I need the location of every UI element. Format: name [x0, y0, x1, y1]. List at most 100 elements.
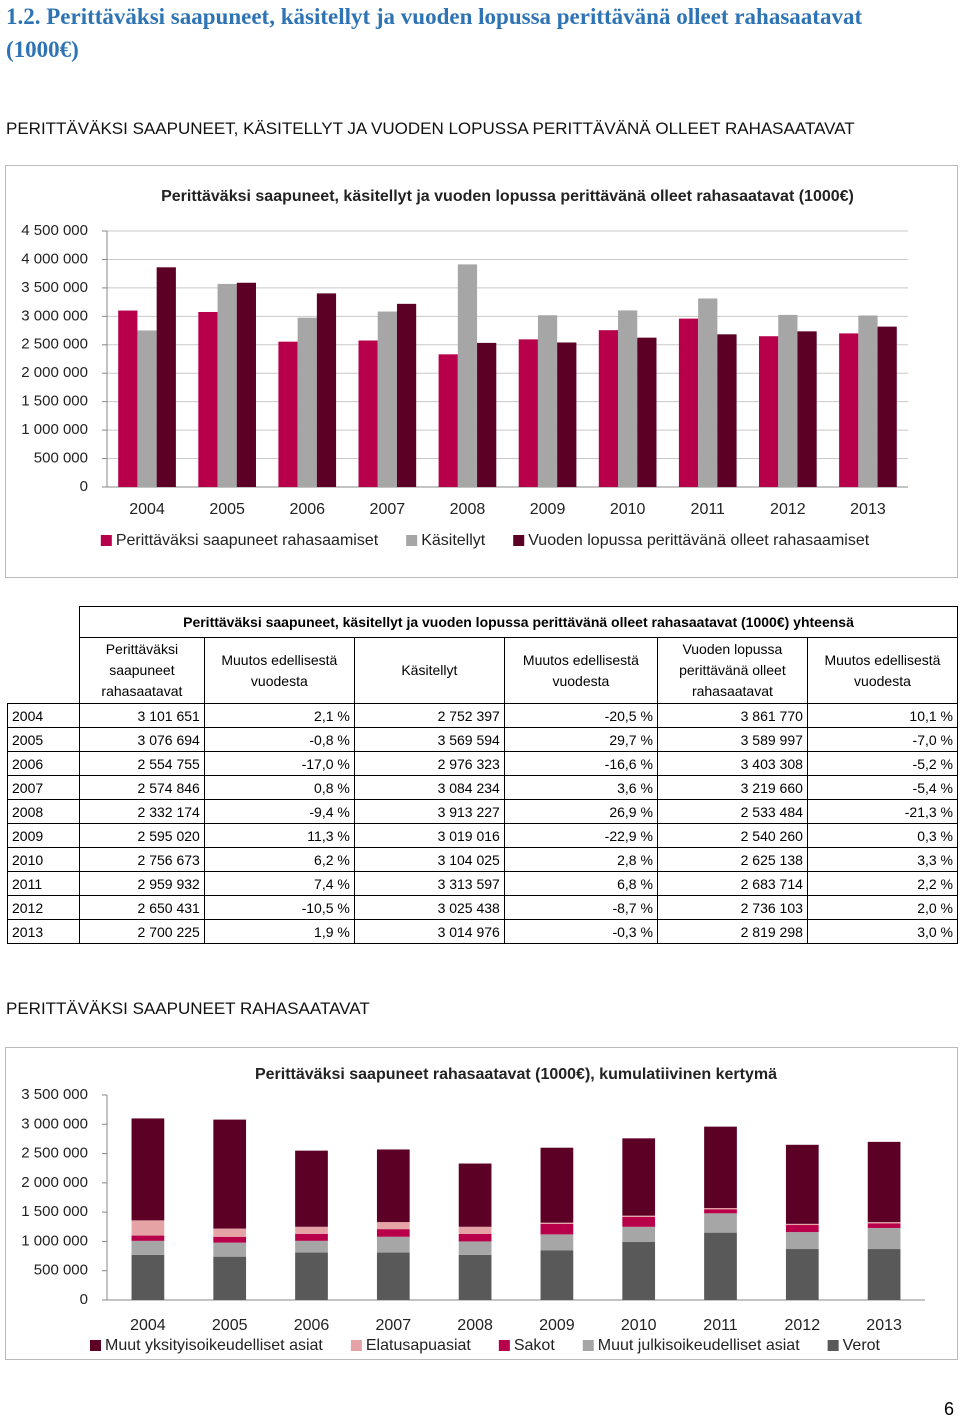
table-cell: 2010: [7, 847, 80, 872]
legend-label: Elatusapuasiat: [366, 1337, 472, 1354]
chart-frame: [5, 165, 958, 578]
bar-segment: [131, 1220, 165, 1236]
bar-segment: [785, 1232, 819, 1250]
bar-segment: [458, 1226, 492, 1234]
chart-frame: [5, 1047, 958, 1360]
table-cell: 2 752 397: [353, 703, 505, 728]
bar: [618, 310, 638, 487]
y-tick-label: 500 000: [34, 1262, 88, 1279]
table-cell: 3 104 025: [353, 847, 505, 872]
table-cell: 2 595 020: [78, 823, 205, 848]
table-row: 2013 2 700 225 1,9 % 3 014 976 -0,3 % 2 819 2…: [7, 919, 959, 944]
bar-segment: [540, 1223, 574, 1235]
table-cell: 2 625 138: [656, 847, 808, 872]
chart-title: Perittäväksi saapuneet, käsitellyt ja vu…: [161, 188, 854, 205]
table-row: 2008 2 332 174 -9,4 % 3 913 227 26,9 % 2 533 …: [7, 799, 959, 824]
table-cell: -20,5 %: [503, 703, 658, 728]
bar: [839, 333, 859, 487]
bar: [278, 341, 298, 487]
legend-swatch: [100, 535, 112, 546]
x-tick-label: 2012: [770, 501, 806, 518]
y-tick-label: 2 000 000: [21, 364, 88, 381]
table-cell: -10,5 %: [203, 895, 355, 920]
table-cell: 2 554 755: [78, 751, 205, 776]
x-tick-label: 2009: [530, 501, 566, 518]
table-cell: 3 589 997: [656, 727, 808, 752]
x-tick-label: 2011: [691, 501, 726, 518]
table-cell: 2007: [7, 775, 80, 800]
table-cell: -5,2 %: [806, 751, 959, 776]
table-cell: 2013: [7, 919, 80, 944]
table-row: 2010 2 756 673 6,2 % 3 104 025 2,8 % 2 625 13…: [7, 847, 959, 872]
bar-segment: [295, 1252, 328, 1300]
table-cell: 2 819 298: [656, 919, 808, 944]
table-cell: 0,3 %: [806, 823, 959, 848]
bar: [717, 334, 737, 487]
bar-segment: [785, 1225, 819, 1233]
legend-swatch: [90, 1340, 101, 1351]
y-tick-label: 500 000: [34, 450, 88, 467]
table-cell: -16,6 %: [503, 751, 658, 776]
table-cell: -0,8 %: [203, 727, 355, 752]
table-cell: -5,4 %: [806, 775, 959, 800]
y-tick-label: 2 500 000: [21, 1145, 88, 1162]
table-cell: 3 913 227: [353, 799, 505, 824]
x-tick-label: 2006: [294, 1317, 330, 1334]
legend-swatch: [350, 1340, 362, 1351]
bar: [557, 342, 577, 487]
bar-segment: [785, 1223, 819, 1226]
table-row: 2011 2 959 932 7,4 % 3 313 597 6,8 % 2 683 71…: [7, 871, 959, 896]
legend-label: Sakot: [514, 1337, 555, 1354]
table-cell: 2,8 %: [503, 847, 658, 872]
table-row: 2005 3 076 694 -0,8 % 3 569 594 29,7 % 3 589 …: [7, 727, 959, 752]
table-cell: 2,0 %: [806, 895, 959, 920]
bar: [477, 342, 497, 487]
table-cell: -8,7 %: [503, 895, 658, 920]
x-tick-label: 2012: [785, 1317, 821, 1334]
legend-label: Perittäväksi saapuneet rahasaamiset: [116, 532, 379, 549]
bar-segment: [540, 1222, 574, 1224]
table-cell: Perittäväksi saapuneet rahasaatavat: [78, 637, 205, 704]
table-cell: 3 313 597: [353, 871, 505, 896]
table-cell: 10,1 %: [806, 703, 959, 728]
x-tick-label: 2013: [850, 501, 886, 518]
table-cell: -21,3 %: [806, 799, 959, 824]
bar-segment: [131, 1118, 165, 1221]
bar: [598, 330, 619, 487]
bar: [377, 311, 397, 487]
table-cell: 2008: [7, 799, 80, 824]
table-row: Perittäväksi saapuneet, käsitellyt ja vu…: [8, 606, 959, 638]
bar: [156, 267, 176, 487]
x-tick-label: 2008: [450, 501, 486, 518]
bar: [137, 330, 157, 487]
bar-segment: [622, 1215, 656, 1217]
bar-segment: [295, 1233, 328, 1241]
bar: [198, 311, 218, 487]
table-cell: Muutos edellisestä vuodesta: [503, 637, 658, 704]
bar-segment: [458, 1241, 492, 1255]
bar: [759, 336, 779, 487]
table-cell: 1,9 %: [203, 919, 355, 944]
x-tick-label: 2008: [457, 1317, 493, 1334]
bar: [217, 283, 237, 487]
table-row: 2009 2 595 020 11,3 % 3 019 016 -22,9 % 2 540…: [7, 823, 959, 848]
bar-segment: [131, 1235, 165, 1241]
y-tick-label: 4 000 000: [21, 250, 88, 267]
bar-segment: [540, 1147, 574, 1223]
table-cell: 2 976 323: [353, 751, 505, 776]
bar: [457, 264, 478, 487]
bar-segment: [785, 1144, 819, 1224]
table-cell: 3 014 976: [353, 919, 505, 944]
x-tick-label: 2004: [129, 501, 165, 518]
table-cell: 0,8 %: [203, 775, 355, 800]
bar-segment: [867, 1222, 901, 1224]
y-tick-label: 3 500 000: [21, 279, 88, 296]
x-tick-label: 2011: [703, 1317, 738, 1334]
bar-segment: [704, 1126, 737, 1209]
bar-segment: [376, 1222, 410, 1230]
bar: [358, 340, 378, 487]
legend-label: Muut yksityisoikeudelliset asiat: [105, 1337, 323, 1354]
table-cell: 6,8 %: [503, 871, 658, 896]
table-cell: 2004: [7, 703, 80, 728]
bar: [637, 337, 657, 487]
